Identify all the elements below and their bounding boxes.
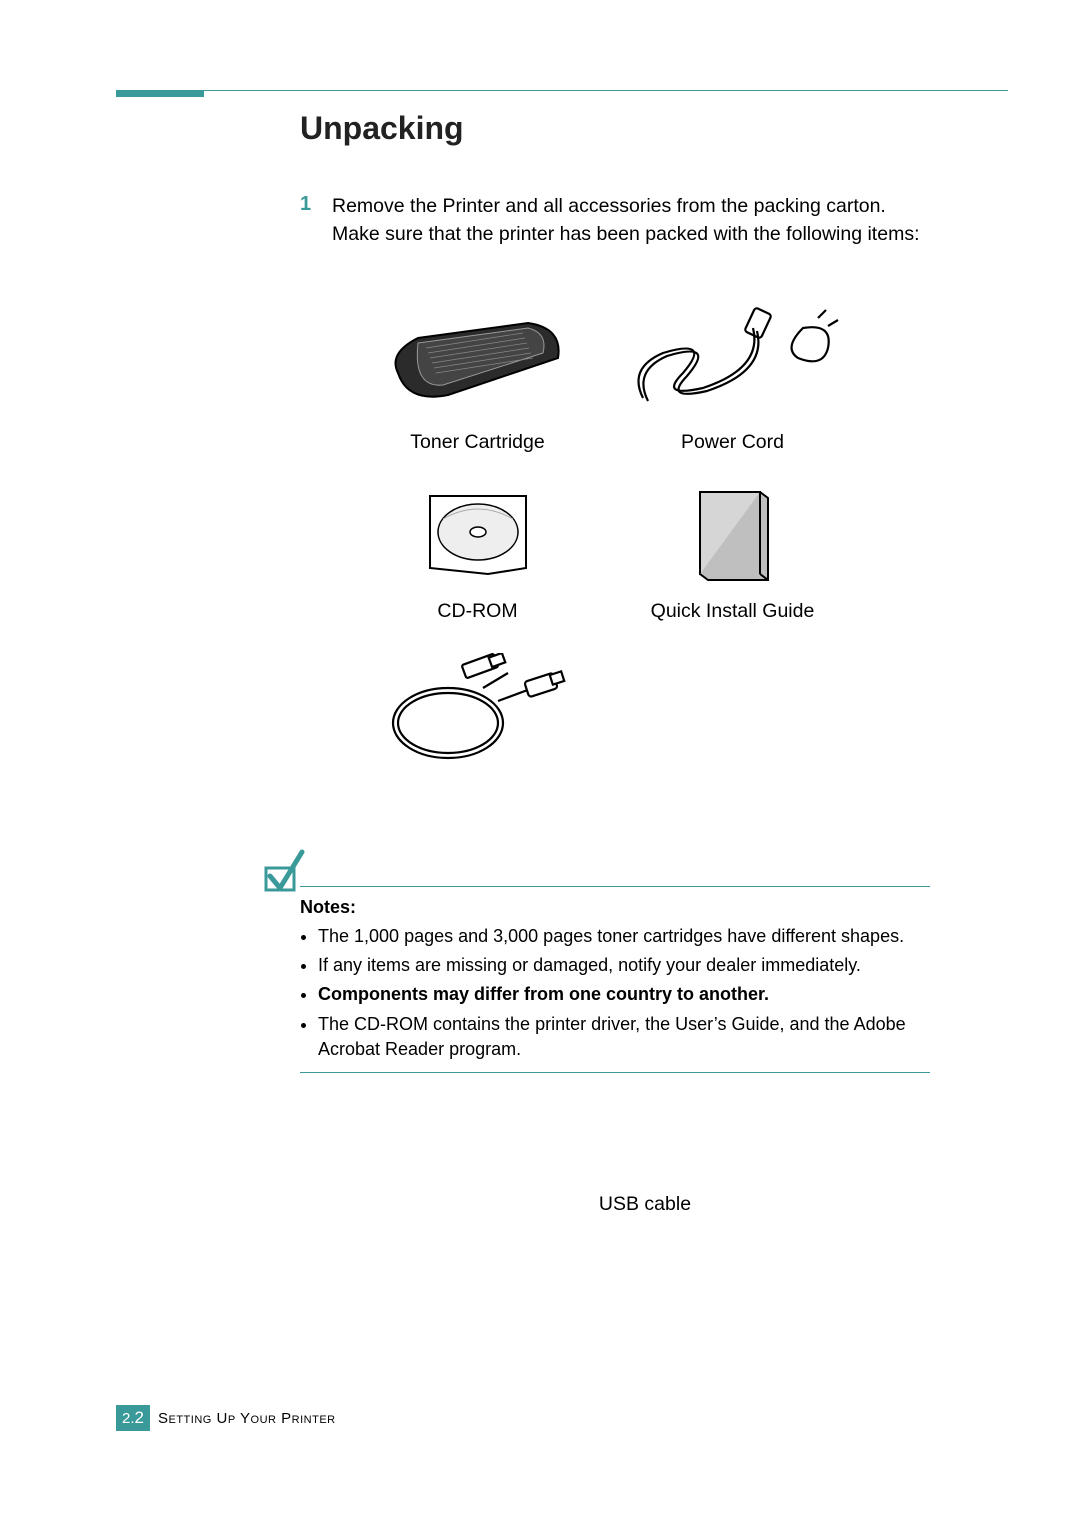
- guide-icon: [688, 484, 778, 584]
- footer-section-title: Setting Up Your Printer: [158, 1410, 336, 1427]
- power-cord-label: Power Cord: [681, 431, 784, 454]
- page-number: 2: [135, 1408, 144, 1427]
- cdrom-label: CD-ROM: [437, 600, 517, 623]
- checkmark-icon: [260, 848, 308, 896]
- item-usb: [350, 653, 605, 803]
- header-rule: [116, 90, 1008, 91]
- page-heading: Unpacking: [300, 110, 464, 147]
- notes-block: Notes: The 1,000 pages and 3,000 pages t…: [280, 886, 930, 1073]
- notes-rule-bottom: [300, 1072, 930, 1073]
- power-cord-icon: [623, 300, 843, 415]
- usb-label: USB cable: [545, 1193, 745, 1216]
- notes-item: The CD-ROM contains the printer driver, …: [318, 1012, 930, 1062]
- notes-item: The 1,000 pages and 3,000 pages toner ca…: [318, 924, 930, 949]
- usb-cable-icon: [368, 653, 588, 773]
- notes-item: If any items are missing or damaged, not…: [318, 953, 930, 978]
- guide-label: Quick Install Guide: [651, 600, 815, 623]
- notes-item: Components may differ from one country t…: [318, 982, 930, 1007]
- item-toner: Toner Cartridge: [350, 300, 605, 484]
- toner-icon: [378, 300, 578, 415]
- item-guide: Quick Install Guide: [605, 484, 860, 653]
- item-power-cord: Power Cord: [605, 300, 860, 484]
- step-number: 1: [300, 193, 311, 216]
- notes-list: The 1,000 pages and 3,000 pages toner ca…: [318, 924, 930, 1062]
- chapter-number: 2.: [122, 1410, 135, 1427]
- header-rule-thick: [116, 90, 204, 97]
- toner-label: Toner Cartridge: [410, 431, 544, 454]
- item-cdrom: CD-ROM: [350, 484, 605, 653]
- step-text: Remove the Printer and all accessories f…: [332, 192, 930, 249]
- page-footer: 2.2 Setting Up Your Printer: [116, 1405, 336, 1431]
- accessories-grid: Toner Cartridge Power Cord: [350, 300, 860, 803]
- cdrom-icon: [418, 484, 538, 584]
- notes-title: Notes:: [300, 897, 930, 918]
- page-number-badge: 2.2: [116, 1405, 150, 1431]
- notes-rule-top: [300, 886, 930, 887]
